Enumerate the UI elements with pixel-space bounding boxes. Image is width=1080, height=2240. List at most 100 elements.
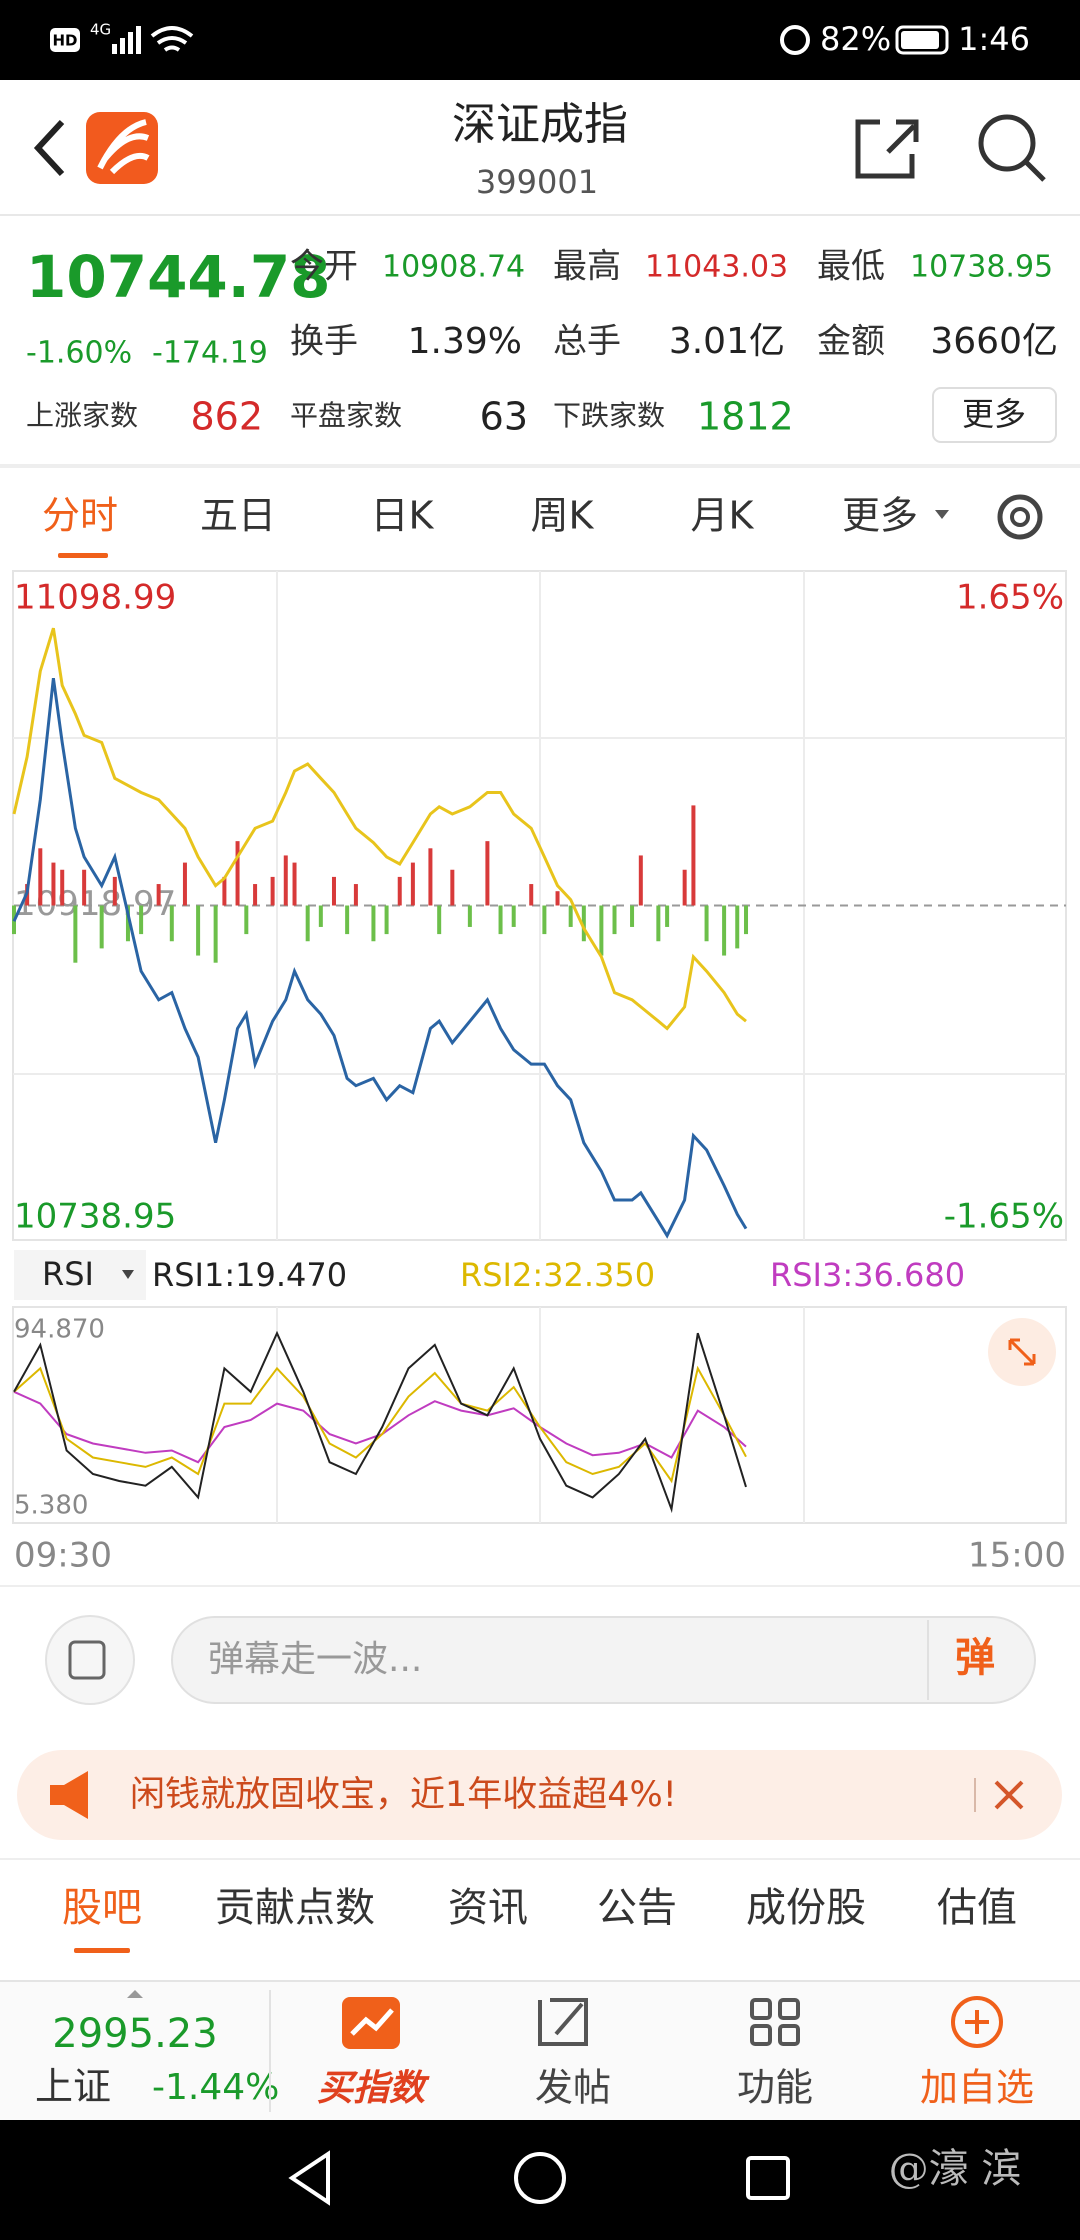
page-title: 深证成指 [452,99,628,150]
divider [0,1980,1080,1982]
rsi-tick-label: 5.380 [14,1491,88,1521]
volume-bar [125,905,130,942]
signal-icon [112,26,141,54]
rsi-line [13,1365,747,1484]
stat-label: 金额 [817,322,885,362]
volume-bar [397,876,402,906]
buy-index-glyph [350,2008,394,2036]
chart-tab[interactable]: 更多 [842,494,918,538]
nav-recents[interactable] [746,2156,790,2200]
banner-close[interactable] [994,1780,1024,1810]
volume-bar [542,905,547,935]
gear-ring [997,494,1043,540]
volume-bar [60,869,65,906]
volume-bar [156,884,161,906]
volume-bar [467,905,472,927]
volume-bar [691,805,696,906]
content-tab[interactable]: 估值 [937,1885,1017,1931]
ticker-arrow [127,1990,143,1998]
y-tick-label: 11098.99 [14,578,176,618]
share-button[interactable] [855,119,919,179]
divider [0,1858,1080,1860]
sh-index-name[interactable]: 上证 [35,2065,111,2109]
tab-underline [74,1948,130,1953]
content-tabs: 股吧 贡献点数 资讯 公告 成份股 估值 [62,1885,1017,1931]
content-tab[interactable]: 公告 [597,1885,677,1931]
volume-bar [213,905,218,963]
sh-index-value[interactable]: 2995.23 [52,2011,217,2057]
volume-bar [612,905,617,935]
stat-value: 3660亿 [930,321,1058,362]
more-button-text[interactable]: 更多 [962,395,1026,433]
danmaku-send[interactable]: 弹 [955,1635,995,1681]
chart-tab[interactable]: 五日 [200,494,276,538]
volume-bar [292,862,297,906]
volume-bar [112,876,117,906]
volume-bar [318,905,323,927]
breadth-label: 下跌家数 [553,399,665,432]
volume-bar [51,862,56,906]
volume-bar [244,905,249,935]
comment-input[interactable] [171,1616,1036,1704]
danmaku-toggle[interactable] [45,1615,135,1705]
post-icon [538,1998,588,2046]
rsi-selector-text[interactable]: RSI [42,1255,94,1293]
price-line [12,677,748,1239]
add-icon [951,1996,1003,2048]
volume-bar [656,905,661,942]
stat-label: 换手 [290,322,358,362]
volume-bar [682,869,687,906]
expand-icon [1008,1338,1036,1366]
promo-banner[interactable] [17,1750,1062,1840]
rsi-grid [276,1307,805,1523]
add-watchlist-button[interactable]: 加自选 [920,2066,1034,2110]
buy-index-button[interactable]: 买指数 [317,2068,430,2109]
volume-bar [169,905,174,942]
nav-home[interactable] [514,2152,566,2204]
volume-bar [529,884,534,906]
content-tab[interactable]: 成份股 [746,1885,866,1931]
y2-tick-label: -1.65% [944,1197,1064,1237]
rsi-chart: RSI1:19.470 RSI2:32.350 RSI3:36.680 5.380 94… [13,1256,965,1521]
back-button[interactable] [33,119,65,177]
functions-button[interactable]: 功能 [737,2066,813,2110]
volume-bar [735,905,740,949]
volume-bar [581,905,586,942]
post-button[interactable]: 发帖 [535,2066,611,2110]
danmaku-icon [68,1640,106,1680]
rsi-legend: RSI2:32.350 [460,1256,655,1294]
chart-tab[interactable]: 月K [691,494,755,538]
nav-back[interactable] [288,2150,330,2206]
content-tab[interactable]: 贡献点数 [215,1885,375,1931]
volume-bar [498,905,503,935]
rsi-legend: RSI3:36.680 [770,1256,965,1294]
banner-text[interactable]: 闲钱就放固收宝，近1年收益超4%! [130,1775,677,1815]
chart-tab[interactable]: 日K [371,494,435,538]
y2-tick-label: 1.65% [956,578,1064,618]
volume-bar [345,905,350,935]
chart-tab[interactable]: 周K [531,494,595,538]
breadth-value: 862 [190,395,263,439]
volume-bar [485,841,490,906]
settings-button[interactable] [997,494,1043,540]
chart-tab[interactable]: 分时 [42,494,118,538]
content-tab[interactable]: 资讯 [448,1885,528,1931]
clock: 1:46 [958,20,1030,58]
intraday-chart: 10738.9510918.9711098.99-1.65%1.65%09:30… [12,578,1066,1576]
more-button[interactable] [932,387,1057,443]
content-tab[interactable]: 股吧 [62,1885,142,1931]
app-logo [86,112,158,184]
network-text: 4G [90,21,111,39]
volume-bar [182,862,187,906]
dropdown-arrow [935,510,949,519]
comment-placeholder[interactable]: 弹幕走一波... [208,1639,422,1680]
search-button[interactable] [978,114,1036,172]
sh-index-change[interactable]: -1.44% [152,2067,279,2108]
volume-bar [82,869,87,906]
rsi-selector[interactable] [14,1250,146,1300]
tab-underline [58,553,108,558]
hd-badge [50,28,80,52]
volume-bar [599,905,604,956]
stat-label: 总手 [553,322,621,362]
